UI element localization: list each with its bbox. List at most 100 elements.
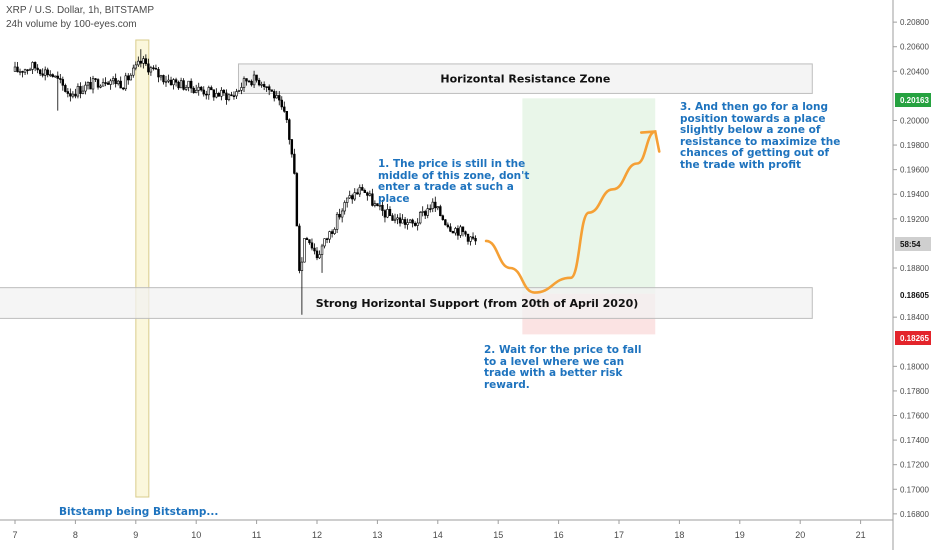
candle-body	[275, 95, 278, 99]
candle-body	[393, 218, 397, 221]
candle-body	[237, 89, 241, 92]
price-tag	[895, 331, 931, 345]
candle-body	[154, 68, 158, 70]
candle-body	[28, 69, 32, 71]
candle-body	[222, 89, 226, 94]
candle-body	[265, 86, 268, 88]
candle-body	[46, 69, 49, 76]
candle-body	[51, 74, 54, 77]
x-tick-label: 12	[312, 530, 322, 540]
candle-body	[16, 66, 19, 73]
candle-body	[353, 192, 356, 200]
candle-body	[184, 87, 188, 90]
candle-body	[21, 71, 24, 73]
resistance-label: Horizontal Resistance Zone	[440, 73, 610, 86]
candle-body	[408, 219, 412, 223]
candle-body	[358, 187, 361, 195]
candle-body	[66, 91, 70, 94]
price-tag-label: 0.18605	[900, 291, 929, 300]
candle-body	[378, 204, 382, 207]
candle-body	[245, 78, 248, 82]
candle-body	[179, 80, 183, 89]
y-tick-label: 0.17000	[900, 485, 929, 494]
candle-body	[333, 228, 336, 234]
arrow-head	[639, 130, 661, 153]
price-tag-label: 0.20163	[900, 96, 929, 105]
candle-body	[139, 60, 143, 64]
y-tick-label: 0.19200	[900, 215, 929, 224]
candle-body	[84, 84, 87, 92]
y-tick-label: 0.18800	[900, 264, 929, 273]
candle-body	[383, 210, 387, 218]
candle-body	[315, 250, 319, 259]
highlight-column	[135, 39, 150, 498]
candle-body	[444, 219, 447, 226]
x-tick-label: 19	[735, 530, 745, 540]
candle-body	[368, 193, 372, 196]
y-tick-label: 0.19600	[900, 166, 929, 175]
candle-body	[195, 89, 198, 94]
candle-body	[189, 80, 193, 89]
candle-body	[142, 58, 145, 64]
candle-body	[36, 67, 39, 71]
candle-body	[164, 80, 168, 83]
candle-body	[363, 190, 367, 194]
candle-body	[310, 242, 314, 249]
candle-body	[300, 261, 304, 271]
zones-layer: Horizontal Resistance Zone Strong Horizon…	[0, 39, 813, 498]
candle-body	[361, 187, 364, 191]
candle-body	[446, 224, 450, 228]
candle-body	[325, 238, 329, 240]
candle-body	[288, 119, 291, 140]
candle-body	[74, 93, 77, 97]
candle-body	[177, 81, 180, 89]
candle-body	[167, 79, 170, 82]
y-tick-label: 0.20600	[900, 43, 929, 52]
candle-body	[456, 228, 460, 236]
candle-body	[464, 231, 467, 235]
y-tick-label: 0.17800	[900, 387, 929, 396]
x-tick-label: 17	[614, 530, 624, 540]
candle-body	[122, 87, 125, 90]
y-tick-label: 0.17200	[900, 461, 929, 470]
candle-body	[116, 80, 120, 85]
candle-body	[38, 69, 42, 75]
note-3: 3. And then go for a long position towar…	[680, 101, 841, 171]
x-tick-label: 9	[133, 530, 138, 540]
support-zone	[0, 287, 813, 319]
candle-body	[174, 79, 178, 83]
candle-body	[474, 238, 477, 242]
candle-body	[431, 201, 434, 209]
price-tag-label: 0.18265	[900, 334, 929, 343]
candle-body	[111, 78, 115, 82]
candle-body	[212, 89, 216, 98]
candle-body	[283, 106, 286, 112]
support-label: Strong Horizontal Support (from 20th of …	[316, 297, 639, 310]
price-tag-label: 58:54	[900, 240, 921, 249]
candle-body	[348, 195, 351, 199]
candle-body	[426, 208, 429, 216]
y-tick-label: 0.16800	[900, 510, 929, 519]
candle-body	[172, 79, 175, 86]
candle-body	[371, 193, 374, 206]
candle-body	[461, 226, 465, 232]
candle-body	[157, 68, 160, 78]
candle-body	[109, 80, 112, 85]
candle-body	[217, 92, 221, 97]
candle-body	[89, 82, 92, 90]
candles-layer	[13, 49, 477, 315]
chart-subtitle: 24h volume by 100-eyes.com	[6, 19, 137, 30]
y-tick-label: 0.17600	[900, 412, 929, 421]
candle-body	[411, 219, 414, 224]
candle-body	[338, 213, 341, 218]
candle-body	[114, 78, 117, 85]
bitstamp-note: Bitstamp being Bitstamp...	[59, 506, 219, 518]
candle-body	[169, 79, 173, 86]
candle-body	[129, 74, 132, 81]
candle-body	[69, 93, 72, 97]
candle-body	[202, 89, 205, 95]
candle-body	[132, 67, 135, 76]
x-tick-label: 14	[433, 530, 443, 540]
candle-body	[340, 210, 344, 218]
